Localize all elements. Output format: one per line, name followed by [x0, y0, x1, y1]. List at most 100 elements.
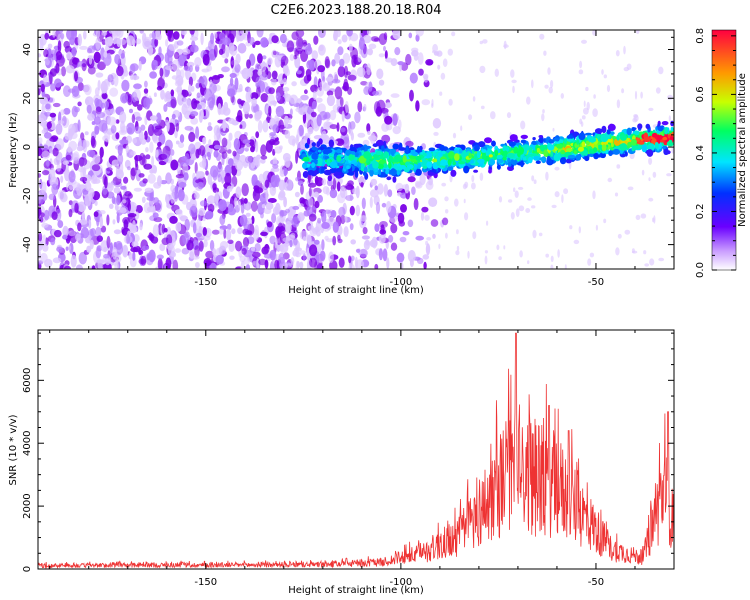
noise-blob [313, 191, 320, 198]
noise-blob [595, 224, 599, 231]
noise-blob [237, 227, 243, 235]
noise-blob [127, 95, 132, 103]
noise-blob [288, 212, 293, 218]
signal-blob [436, 160, 441, 166]
noise-blob [503, 44, 509, 48]
noise-blob [445, 209, 449, 214]
noise-blob [318, 44, 326, 56]
noise-blob [55, 51, 63, 61]
noise-blob [376, 99, 386, 113]
noise-blob [293, 237, 298, 246]
noise-blob [194, 57, 202, 67]
noise-blob [152, 59, 158, 66]
noise-blob [128, 251, 133, 260]
noise-blob [229, 255, 235, 260]
noise-blob [578, 226, 581, 234]
noise-blob [251, 200, 258, 212]
noise-blob [128, 108, 134, 114]
noise-blob [309, 257, 318, 268]
noise-blob [130, 247, 139, 253]
noise-blob [271, 35, 279, 44]
signal-blob [311, 147, 319, 151]
signal-blob [346, 165, 350, 170]
noise-blob [170, 96, 177, 109]
noise-blob [176, 69, 182, 79]
noise-blob [253, 185, 260, 191]
noise-blob [471, 182, 476, 190]
noise-blob [336, 122, 340, 132]
noise-blob [172, 259, 179, 269]
noise-blob [255, 82, 261, 88]
signal-blob [651, 132, 658, 138]
noise-blob [134, 126, 142, 134]
noise-blob [426, 237, 432, 241]
y-tick-label: 6000 [22, 368, 33, 393]
spectrogram-x-ticks: -150 -100 -50 [49, 30, 675, 288]
noise-blob [245, 230, 253, 236]
signal-blob [585, 140, 590, 146]
noise-blob [174, 209, 183, 215]
noise-blob [378, 53, 385, 58]
noise-blob [332, 221, 339, 233]
signal-blob [415, 155, 422, 162]
signal-blob [318, 153, 322, 157]
noise-blob [350, 132, 354, 141]
signal-blob [335, 175, 342, 179]
signal-blob [323, 169, 332, 176]
noise-blob [212, 248, 217, 256]
noise-blob [362, 227, 368, 235]
noise-blob [157, 175, 162, 187]
signal-blob [372, 161, 379, 169]
noise-blob [171, 250, 176, 258]
noise-blob [313, 239, 320, 245]
signal-blob [454, 159, 459, 167]
noise-blob [235, 186, 242, 198]
noise-blob [242, 237, 250, 248]
noise-blob [242, 139, 251, 145]
noise-blob [278, 252, 286, 265]
noise-blob [115, 119, 120, 124]
noise-blob [157, 257, 163, 269]
noise-blob [452, 132, 457, 139]
noise-blob [317, 103, 326, 114]
noise-blob [447, 48, 453, 56]
signal-blob [592, 147, 598, 153]
noise-blob [463, 198, 466, 204]
noise-blob [362, 34, 372, 44]
noise-blob [250, 162, 256, 169]
noise-blob [213, 132, 219, 142]
noise-blob [409, 72, 418, 84]
noise-blob [280, 55, 289, 66]
noise-blob [111, 31, 119, 40]
noise-blob [229, 73, 237, 78]
noise-blob [274, 259, 279, 269]
noise-blob [374, 223, 380, 232]
noise-blob [544, 84, 549, 89]
noise-blob [61, 66, 66, 77]
signal-blob [507, 157, 511, 164]
noise-blob [261, 246, 269, 255]
signal-blob [326, 158, 331, 167]
noise-blob [97, 259, 103, 269]
noise-blob [295, 252, 301, 258]
noise-blob [345, 71, 351, 76]
signal-blob [553, 153, 561, 162]
signal-blob [528, 146, 533, 153]
noise-blob [189, 237, 194, 244]
signal-blob [491, 140, 496, 147]
noise-blob [254, 40, 261, 46]
noise-blob [282, 77, 287, 85]
signal-blob [523, 144, 528, 150]
noise-blob [616, 99, 621, 109]
noise-blob [367, 48, 373, 56]
noise-blob [240, 197, 245, 206]
noise-blob [159, 67, 164, 78]
signal-blob [560, 139, 564, 144]
noise-blob [213, 203, 219, 208]
noise-blob [148, 249, 156, 263]
noise-blob [349, 223, 354, 231]
noise-blob [551, 204, 557, 209]
noise-blob [265, 189, 269, 203]
noise-blob [190, 111, 199, 117]
x-tick-label: -150 [194, 577, 217, 588]
